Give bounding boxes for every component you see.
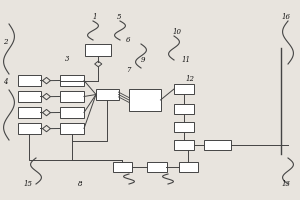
Bar: [85, 44, 111, 56]
Bar: [112, 162, 132, 172]
Text: 3: 3: [64, 55, 69, 63]
Bar: [129, 89, 160, 111]
Bar: [204, 140, 231, 150]
Text: 7: 7: [126, 66, 130, 74]
Text: 16: 16: [282, 13, 291, 21]
Text: 10: 10: [172, 28, 182, 36]
Text: 2: 2: [3, 38, 8, 46]
Bar: [178, 162, 198, 172]
Bar: [18, 123, 40, 134]
Text: 8: 8: [78, 180, 82, 188]
Bar: [60, 75, 84, 86]
Text: 12: 12: [186, 75, 195, 83]
Text: 5: 5: [117, 13, 122, 21]
Bar: [174, 84, 194, 94]
Bar: [174, 122, 194, 132]
Text: 6: 6: [126, 36, 130, 44]
Bar: [174, 140, 194, 150]
Bar: [60, 91, 84, 102]
Bar: [174, 104, 194, 114]
Bar: [18, 91, 40, 102]
Bar: [18, 107, 40, 118]
Bar: [147, 162, 167, 172]
Text: 9: 9: [141, 56, 146, 64]
Text: 4: 4: [3, 78, 8, 86]
Bar: [60, 107, 84, 118]
Bar: [96, 89, 118, 100]
Bar: [18, 75, 40, 86]
Text: 1: 1: [93, 13, 98, 21]
Bar: [60, 123, 84, 134]
Text: 13: 13: [282, 180, 291, 188]
Text: 11: 11: [182, 56, 190, 64]
Text: 15: 15: [24, 180, 33, 188]
